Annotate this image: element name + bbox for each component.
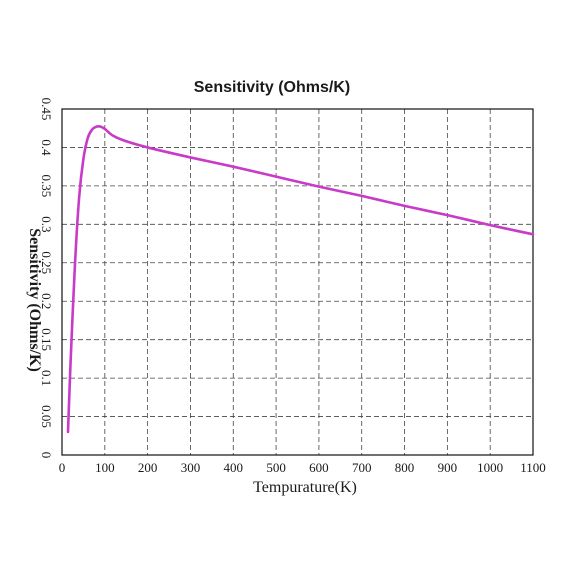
chart-title: Sensitivity (Ohms/K) (194, 79, 350, 96)
series-layer (66, 125, 535, 434)
x-tick-label: 300 (181, 460, 201, 475)
y-tick-label: 0.25 (39, 251, 54, 274)
x-axis-ticks: 0 100 200 300 400 500 600 700 800 900 1000 1100 (59, 460, 546, 475)
y-tick-label: 0 (39, 452, 54, 459)
y-axis-ticks: 0 0.05 0.1 0.15 0.2 0.25 0.3 0.35 0.4 0.45 (39, 98, 54, 459)
y-tick-label: 0.15 (39, 328, 54, 351)
x-tick-label: 700 (352, 460, 372, 475)
sensitivity-series-line (66, 125, 535, 434)
x-tick-label: 600 (309, 460, 329, 475)
y-tick-label: 0.1 (39, 370, 54, 386)
y-tick-label: 0.3 (39, 216, 54, 232)
y-axis-label: Sensitivity (Ohms/K) (26, 228, 43, 372)
x-tick-label: 500 (266, 460, 286, 475)
x-tick-label: 100 (95, 460, 115, 475)
y-tick-label: 0.2 (39, 293, 54, 309)
x-tick-label: 400 (224, 460, 244, 475)
x-tick-label: 900 (438, 460, 458, 475)
grid-lines (62, 109, 533, 455)
y-tick-label: 0.35 (39, 175, 54, 198)
y-tick-label: 0.4 (39, 139, 54, 156)
x-axis-label: Tempurature(K) (253, 479, 357, 496)
x-tick-label: 1100 (520, 460, 546, 475)
x-tick-label: 200 (138, 460, 158, 475)
y-tick-label: 0.05 (39, 405, 54, 428)
plot-frame (61, 108, 534, 456)
x-tick-label: 800 (395, 460, 415, 475)
y-tick-label: 0.45 (39, 98, 54, 121)
x-tick-label: 0 (59, 460, 66, 475)
x-tick-label: 1000 (477, 460, 503, 475)
